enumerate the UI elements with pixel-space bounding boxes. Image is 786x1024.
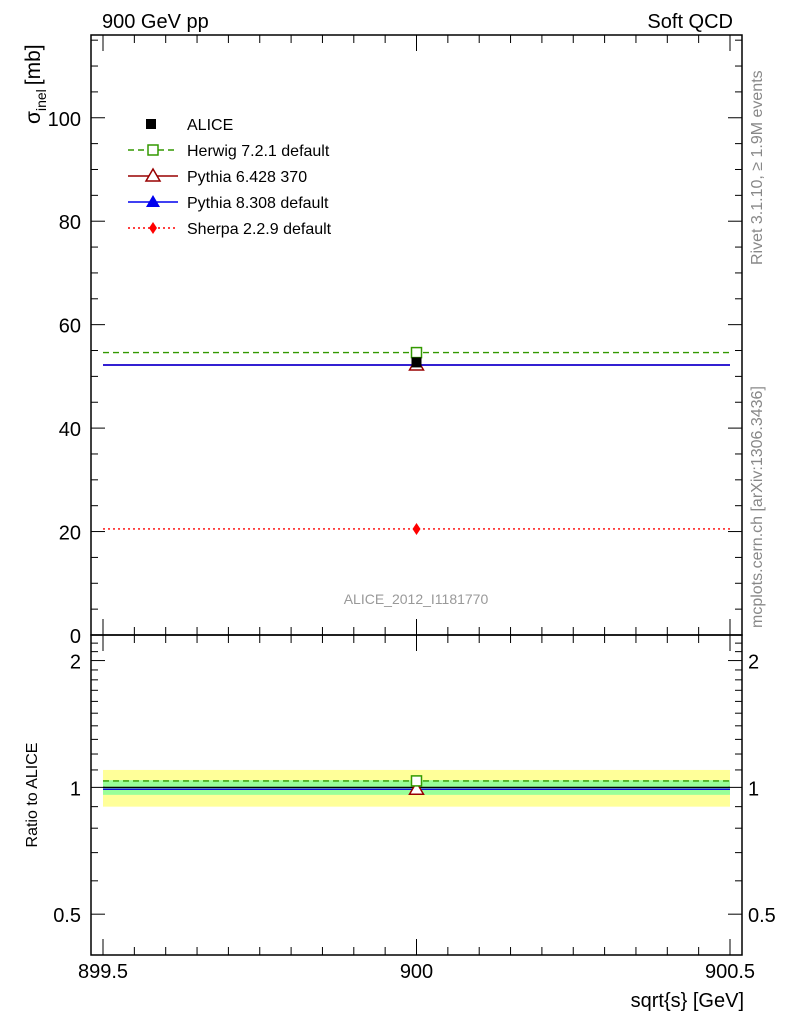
legend-marker-pythia-8-308-default: [146, 195, 160, 207]
ratio-panel: 0.5 0.5 1 1 2 2 899.5 900 900.5: [53, 634, 776, 983]
main-ytick-label: 0: [70, 626, 81, 648]
legend-label-sherpa-2-2-9-default: Sherpa 2.2.9 default: [187, 221, 332, 238]
main-ytick-label: 40: [59, 419, 81, 441]
x-tick-label: 900: [400, 961, 433, 983]
legend-marker-pythia-6-428-370: [144, 167, 162, 182]
legend-label-pythia-8-308-default: Pythia 8.308 default: [187, 195, 329, 212]
legend-label-pythia-6-428-370: Pythia 6.428 370: [187, 169, 307, 186]
main-ytick-label: 20: [59, 523, 81, 545]
main-panel: 0 20 40 60 80 100 ALICE_2012_I1181770 ALICE He…: [48, 34, 743, 648]
marker-herwig-7-2-1-default: [410, 346, 423, 359]
legend: ALICE Herwig 7.2.1 default Pythia 6.428 37…: [128, 117, 332, 238]
ratio-ytick-label-right: 1: [748, 778, 759, 800]
mcplots-label: mcplots.cern.ch [arXiv:1306.3436]: [749, 386, 766, 628]
ratio-ytick-label-left: 0.5: [53, 905, 81, 927]
ratio-ytick-label-right: 0.5: [748, 905, 776, 927]
header-right: Soft QCD: [647, 11, 733, 33]
legend-label-alice: ALICE: [187, 117, 233, 134]
legend-marker-sherpa-2-2-9-default: [149, 222, 157, 234]
ratio-ytick-label-left: 1: [70, 778, 81, 800]
main-ytick-label: 80: [59, 212, 81, 234]
ratio-marker-herwig-7-2-1-default: [410, 775, 423, 787]
rivet-label: Rivet 3.1.10, ≥ 1.9M events: [749, 70, 766, 265]
x-tick-label: 899.5: [78, 961, 128, 983]
watermark: ALICE_2012_I1181770: [344, 591, 489, 607]
ratio-ylabel: Ratio to ALICE: [24, 743, 41, 848]
main-ylabel: σinel[mb]: [22, 44, 49, 124]
marker-sherpa-2-2-9-default: [412, 522, 421, 535]
main-ytick-label: 60: [59, 316, 81, 338]
ratio-ytick-label-right: 2: [748, 652, 759, 674]
header-left: 900 GeV pp: [102, 11, 209, 33]
main-ytick-label: 100: [48, 109, 81, 131]
legend-label-herwig-7-2-1-default: Herwig 7.2.1 default: [187, 143, 330, 160]
ratio-ytick-label-left: 2: [70, 652, 81, 674]
marker-alice: [411, 357, 422, 368]
ratio-marker-pythia-6-428-370: [408, 780, 425, 795]
x-axis-label: sqrt{s} [GeV]: [631, 990, 744, 1012]
x-tick-label: 900.5: [705, 961, 755, 983]
legend-marker-alice: [146, 119, 156, 129]
legend-marker-herwig-7-2-1-default: [147, 144, 159, 156]
